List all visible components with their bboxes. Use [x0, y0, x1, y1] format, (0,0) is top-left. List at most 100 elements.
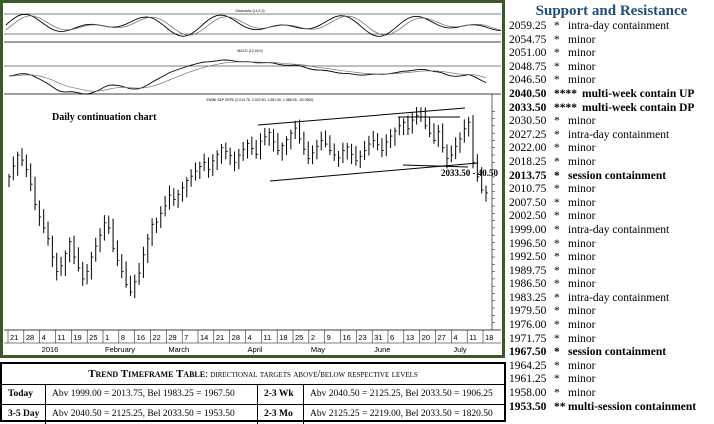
sr-level-marker: *	[554, 319, 560, 332]
sr-level-row: 1953.50 ** multi-session containment	[509, 401, 714, 415]
date-axis-label: 16	[343, 333, 351, 342]
sr-level-value: 2027.25	[509, 128, 547, 141]
sr-level-row: 1979.50 * minor	[509, 305, 714, 319]
trend-timeframe-table: Trend Timeframe Table: directional targe…	[0, 362, 506, 424]
row-label: 2-3 Wk	[258, 385, 304, 404]
sr-level-desc: minor	[568, 60, 596, 73]
row-value: Abv 2040.50 = 2125.25, Bel 2033.50 = 195…	[46, 405, 258, 424]
sr-level-row: 2007.50 * minor	[509, 197, 714, 211]
sr-level-value: 1976.00	[509, 319, 547, 332]
sr-level-row: 2033.50 **** multi-week contain DP	[509, 102, 714, 116]
sr-level-row: 2027.25 * intra-day containment	[509, 129, 714, 143]
sr-level-value: 1996.50	[509, 237, 547, 250]
sr-level-marker: *	[554, 20, 560, 32]
sr-level-desc: minor	[568, 237, 596, 250]
sr-level-desc: intra-day containment	[568, 223, 670, 236]
date-axis-label: 2	[311, 333, 315, 342]
sr-level-desc: intra-day containment	[568, 291, 670, 304]
sr-level-row: 2002.50 * minor	[509, 210, 714, 224]
month-axis-label: 2016	[42, 345, 59, 354]
sr-level-row: 1999.00 * intra-day containment	[509, 224, 714, 238]
sr-level-row: 2054.75 * minor	[509, 34, 714, 48]
support-resistance-list: 2059.25 * intra-day containment 2054.75 * min…	[509, 20, 714, 414]
sr-level-desc: minor	[568, 278, 596, 291]
date-axis-label: 18	[485, 333, 493, 342]
sr-level-value: 2033.50	[509, 101, 547, 114]
sr-level-value: 2010.75	[509, 183, 547, 196]
sr-level-row: 1971.75 * minor	[509, 333, 714, 347]
month-axis-label: July	[453, 345, 467, 354]
sr-level-row: 1967.50 * session containment	[509, 346, 714, 360]
sr-level-marker: *	[554, 169, 560, 182]
date-axis-label: 18	[279, 333, 287, 342]
sr-level-row: 2010.75 * minor	[509, 183, 714, 197]
date-axis-label: 8	[121, 333, 125, 342]
date-axis-label: 21	[10, 333, 18, 342]
sr-level-marker: *	[554, 60, 560, 73]
stochastic-label: Stochastic (14,3,3)	[235, 9, 264, 13]
date-axis-label: 4	[42, 333, 46, 342]
sr-level-desc: minor	[568, 183, 596, 196]
row-value: Abv 1999.00 = 2013.75, Bel 1983.25 = 196…	[46, 385, 258, 404]
sr-level-marker: *	[554, 387, 560, 400]
price-chart-panel: Stochastic (14,3,3) MACD (12,26,9) EMINI…	[0, 0, 505, 358]
stochastic-k-line	[5, 13, 502, 37]
sr-level-marker: *	[554, 196, 560, 209]
sr-level-row: 1992.50 * minor	[509, 251, 714, 265]
sr-level-row: 1964.25 * minor	[509, 360, 714, 374]
chart-title: Daily continuation chart	[52, 112, 157, 123]
sr-level-desc: session containment	[568, 346, 667, 359]
sr-level-desc: intra-day containment	[568, 128, 670, 141]
date-axis-label: 1	[105, 333, 109, 342]
date-axis-label: 22	[153, 333, 161, 342]
sr-level-marker: *	[554, 210, 560, 223]
date-axis-label: 11	[58, 333, 66, 342]
table-row: 3-5 Day Abv 2040.50 = 2125.25, Bel 2033.…	[2, 405, 504, 424]
sr-level-value: 2022.00	[509, 142, 547, 155]
date-axis-label: 28	[26, 333, 34, 342]
row-label: Today	[2, 385, 46, 404]
sr-level-desc: minor	[568, 332, 596, 345]
sr-level-value: 1999.00	[509, 223, 547, 236]
sr-level-row: 2051.00 * minor	[509, 47, 714, 61]
sr-level-row: 2018.25 * minor	[509, 156, 714, 170]
sr-level-desc: minor	[568, 387, 596, 400]
macd-panel: MACD (12,26,9)	[4, 49, 501, 95]
sr-level-marker: *	[554, 33, 560, 46]
date-axis-label: 6	[390, 333, 394, 342]
sr-level-value: 1971.75	[509, 332, 547, 345]
sr-level-marker: *	[554, 237, 560, 250]
symbol-label: EMINI S&P SEP6 (2,013.75, 2,022.50, 1,98…	[207, 98, 314, 102]
sr-level-desc: minor	[568, 359, 596, 372]
sr-level-desc: minor	[568, 115, 596, 128]
date-axis-label: 25	[89, 333, 97, 342]
sr-level-desc: minor	[568, 319, 596, 332]
sr-level-value: 2059.25	[509, 20, 547, 32]
date-axis: 21 28 4 11 19 25 1 8 16 22 29 7 14 21 28 4 11 18 25 2 9 16 23 3…	[7, 330, 493, 354]
sr-level-value: 1983.25	[509, 291, 547, 304]
sr-level-row: 2030.50 * minor	[509, 115, 714, 129]
macd-label: MACD (12,26,9)	[237, 49, 262, 53]
sr-level-desc: minor	[568, 74, 596, 87]
sr-level-row: 1976.00 * minor	[509, 319, 714, 333]
month-axis-label: May	[311, 345, 325, 354]
sr-level-value: 1992.50	[509, 251, 547, 264]
price-chart: Stochastic (14,3,3) MACD (12,26,9) EMINI…	[0, 0, 505, 358]
sr-level-value: 1979.50	[509, 305, 547, 318]
sr-level-row: 1996.50 * minor	[509, 238, 714, 252]
date-axis-label: 4	[248, 333, 252, 342]
sr-level-desc: minor	[568, 33, 596, 46]
date-axis-label: 31	[374, 333, 382, 342]
month-axis-label: March	[168, 345, 189, 354]
sr-level-desc: minor	[568, 251, 596, 264]
sr-level-value: 2048.75	[509, 60, 547, 73]
sr-level-row: 1986.50 * minor	[509, 278, 714, 292]
sr-level-desc: minor	[568, 47, 596, 60]
month-axis-label: June	[374, 345, 390, 354]
sr-level-desc: minor	[568, 373, 596, 386]
date-axis-label: 11	[469, 333, 477, 342]
sr-level-value: 2002.50	[509, 210, 547, 223]
sr-level-marker: *	[554, 115, 560, 128]
date-axis-label: 28	[232, 333, 240, 342]
sr-level-marker: *	[554, 305, 560, 318]
